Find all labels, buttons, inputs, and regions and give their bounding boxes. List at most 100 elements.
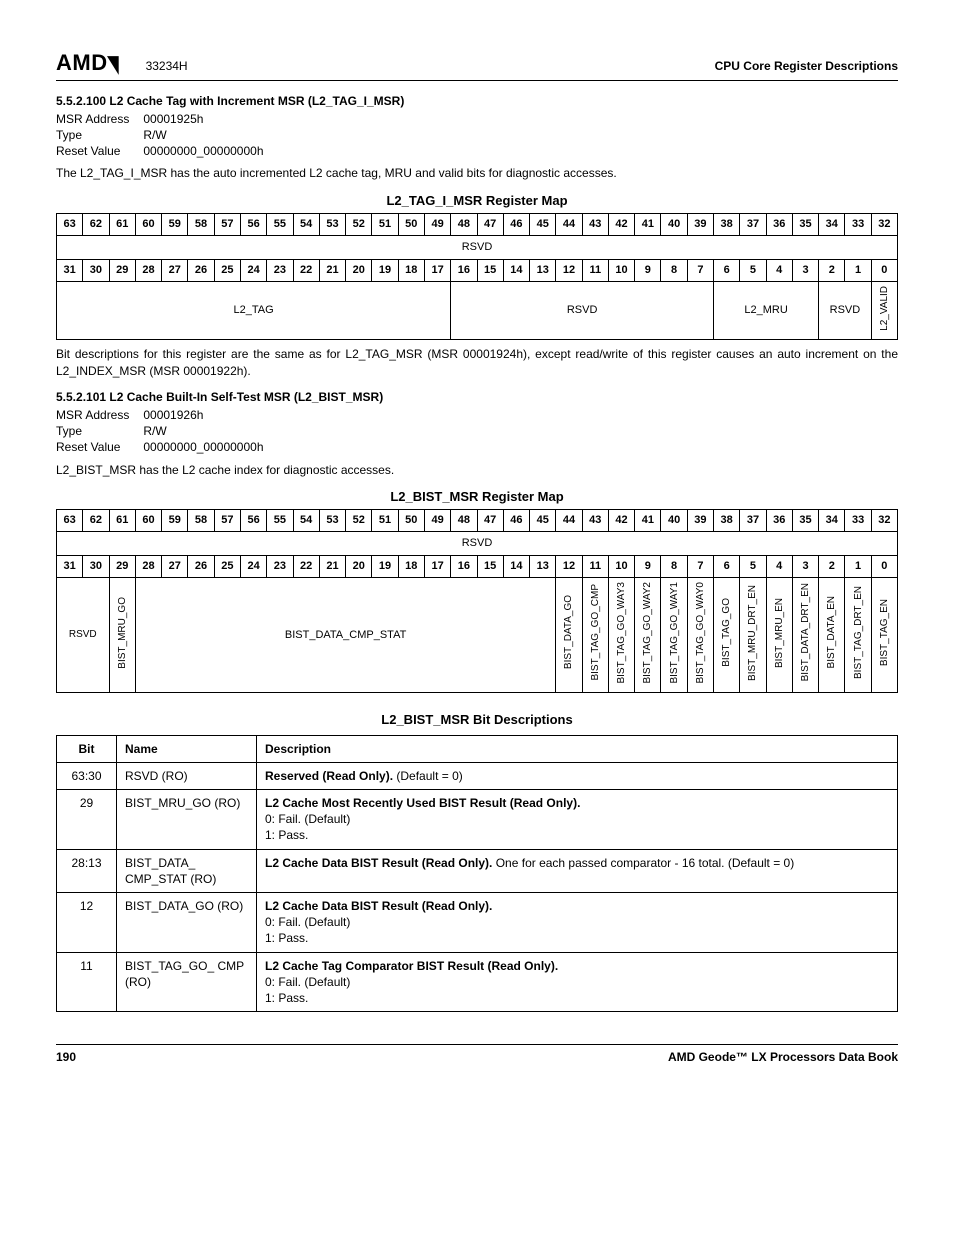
bit-cell: 24: [240, 259, 266, 281]
rsvd-field: RSVD: [57, 532, 898, 556]
logo-arrow: ◥: [108, 49, 119, 79]
bit-cell: 44: [556, 214, 582, 236]
kv-table-1: MSR Address00001925h TypeR/W Reset Value…: [56, 111, 278, 160]
field: BIST_TAG_GO_WAY3: [608, 577, 634, 692]
bit-cell: 54: [293, 214, 319, 236]
field: BIST_MRU_GO: [109, 577, 135, 692]
bit-cell: 27: [162, 259, 188, 281]
bit-cell: 0: [871, 259, 897, 281]
rsvd-field: RSVD: [57, 236, 898, 260]
register-map-2: 6362616059585756555453525150494847464544…: [56, 509, 898, 693]
bit-cell: 10: [608, 259, 634, 281]
logo-block: AMD◥ 33234H: [56, 48, 188, 78]
bit-cell: 8: [661, 555, 687, 577]
bit-cell: 39: [687, 214, 713, 236]
bit-cell: 15: [477, 555, 503, 577]
bit-cell: 61: [109, 510, 135, 532]
kv-value: R/W: [143, 423, 277, 439]
bit-cell: 49: [424, 214, 450, 236]
bit-row-hi: 6362616059585756555453525150494847464544…: [57, 510, 898, 532]
bit-cell: 22: [293, 555, 319, 577]
register-map-title-1: L2_TAG_I_MSR Register Map: [56, 192, 898, 210]
section-heading-1: 5.5.2.100 L2 Cache Tag with Increment MS…: [56, 93, 898, 109]
bit-cell: 6: [714, 555, 740, 577]
kv-value: 00001925h: [143, 111, 277, 127]
bit-cell: 30: [83, 555, 109, 577]
bit-row-lo: 3130292827262524232221201918171615141312…: [57, 259, 898, 281]
bit-cell: 50: [398, 510, 424, 532]
bit-cell: 37: [740, 510, 766, 532]
bit-cell: 59: [162, 214, 188, 236]
bit-cell: 13: [530, 555, 556, 577]
kv-value: R/W: [143, 127, 277, 143]
bit-cell: 6: [714, 259, 740, 281]
bit-cell: 5: [740, 259, 766, 281]
bit-cell: 62: [83, 214, 109, 236]
bit-cell: 12: [556, 555, 582, 577]
name-cell: BIST_DATA_GO (RO): [117, 893, 257, 953]
bit-cell: 33: [845, 510, 871, 532]
bit-cell: 42: [608, 214, 634, 236]
bit-cell: 41: [635, 214, 661, 236]
field: BIST_TAG_DRT_EN: [845, 577, 871, 692]
bit-cell: 43: [582, 214, 608, 236]
bit-cell: 46: [503, 214, 529, 236]
name-cell: BIST_TAG_GO_ CMP (RO): [117, 952, 257, 1012]
field-rsvd: RSVD: [451, 281, 714, 340]
bit-cell: 57: [214, 510, 240, 532]
bit-cell: 40: [661, 214, 687, 236]
field-l2-valid: L2_VALID: [871, 281, 897, 340]
bit-cell: 54: [293, 510, 319, 532]
bit-cell: 36: [766, 214, 792, 236]
bit-cell: 19: [372, 259, 398, 281]
bit-cell: 21: [319, 259, 345, 281]
bit-cell: 58: [188, 214, 214, 236]
bit-cell: 0: [871, 555, 897, 577]
bit-cell: 63:30: [57, 762, 117, 789]
bit-cell: 1: [845, 555, 871, 577]
field: BIST_TAG_GO_WAY2: [635, 577, 661, 692]
field: BIST_DATA_CMP_STAT: [135, 577, 556, 692]
bit-cell: 25: [214, 259, 240, 281]
bit-cell: 11: [582, 259, 608, 281]
bit-cell: 53: [319, 214, 345, 236]
bit-cell: 37: [740, 214, 766, 236]
page-header: AMD◥ 33234H CPU Core Register Descriptio…: [56, 48, 898, 81]
bit-cell: 26: [188, 555, 214, 577]
bit-cell: 48: [451, 214, 477, 236]
bit-cell: 28:13: [57, 849, 117, 892]
desc-row: 28:13BIST_DATA_ CMP_STAT (RO)L2 Cache Da…: [57, 849, 898, 892]
th-name: Name: [117, 735, 257, 762]
bit-cell: 48: [451, 510, 477, 532]
kv-table-2: MSR Address00001926h TypeR/W Reset Value…: [56, 407, 278, 456]
bit-cell: 31: [57, 555, 83, 577]
bit-cell: 55: [267, 214, 293, 236]
doc-number: 33234H: [146, 59, 188, 73]
bit-cell: 3: [792, 555, 818, 577]
doc-title: CPU Core Register Descriptions: [715, 58, 898, 74]
bit-cell: 16: [451, 259, 477, 281]
bit-cell: 60: [135, 214, 161, 236]
bit-cell: 32: [871, 214, 897, 236]
logo-text: AMD: [56, 50, 108, 75]
bit-cell: 45: [530, 510, 556, 532]
field: BIST_DATA_DRT_EN: [792, 577, 818, 692]
bit-cell: 42: [608, 510, 634, 532]
bit-cell: 46: [503, 510, 529, 532]
bit-cell: 9: [635, 259, 661, 281]
kv-label: Type: [56, 127, 143, 143]
field: BIST_TAG_GO_CMP: [582, 577, 608, 692]
kv-label: Reset Value: [56, 143, 143, 159]
bit-cell: 52: [346, 510, 372, 532]
bit-cell: 34: [819, 510, 845, 532]
bit-cell: 51: [372, 510, 398, 532]
bit-cell: 57: [214, 214, 240, 236]
th-bit: Bit: [57, 735, 117, 762]
field: BIST_TAG_GO_WAY0: [687, 577, 713, 692]
bit-cell: 45: [530, 214, 556, 236]
bit-cell: 47: [477, 510, 503, 532]
bit-cell: 53: [319, 510, 345, 532]
th-desc: Description: [257, 735, 898, 762]
kv-label: Type: [56, 423, 143, 439]
bit-cell: 1: [845, 259, 871, 281]
